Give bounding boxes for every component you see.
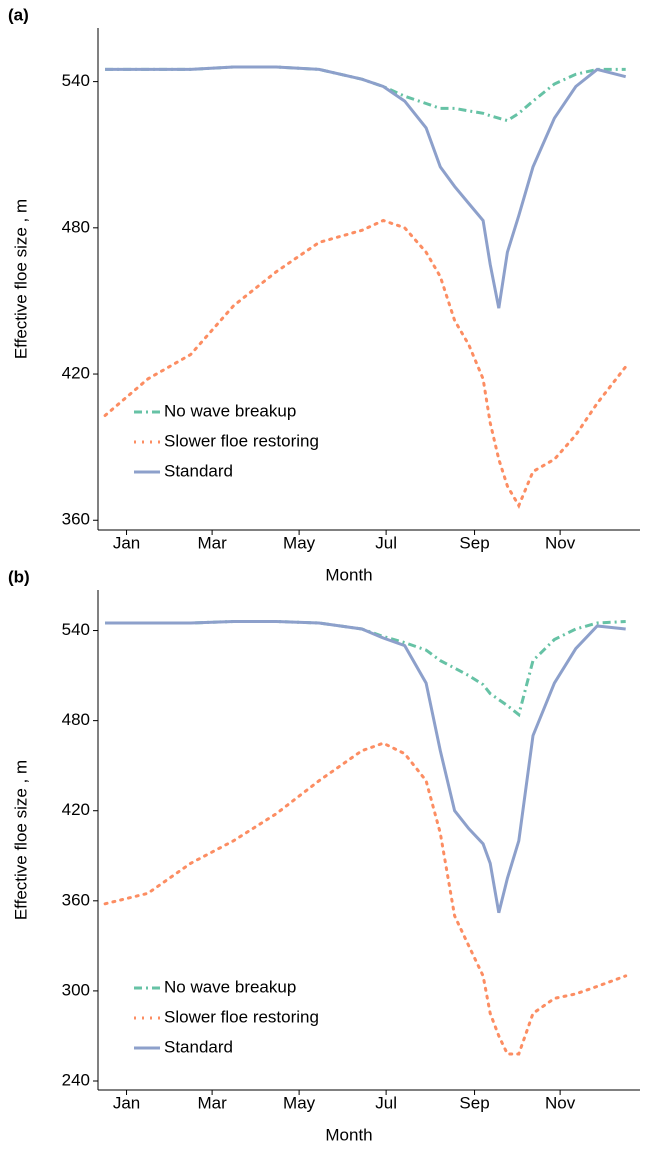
legend-label: Slower floe restoring xyxy=(164,1007,319,1026)
legend-label: Standard xyxy=(164,461,233,480)
x-tick-label: Jan xyxy=(113,1093,140,1112)
series-line xyxy=(103,218,628,509)
panel-label: (b) xyxy=(8,567,30,586)
legend-label: No wave breakup xyxy=(164,401,296,420)
x-tick-label: Mar xyxy=(197,1093,227,1112)
y-tick-label: 360 xyxy=(62,890,90,909)
series-line xyxy=(105,65,626,123)
x-axis-label: Month xyxy=(325,1125,372,1144)
legend-label: Standard xyxy=(164,1037,233,1056)
y-tick-label: 480 xyxy=(62,710,90,729)
panel-label: (a) xyxy=(8,5,29,24)
y-tick-label: 420 xyxy=(62,364,90,383)
legend-label: No wave breakup xyxy=(164,977,296,996)
series-line xyxy=(105,620,626,914)
series-line xyxy=(103,741,628,1056)
y-tick-label: 540 xyxy=(62,71,90,90)
x-tick-label: Nov xyxy=(545,1093,576,1112)
y-tick-label: 240 xyxy=(62,1070,90,1089)
y-tick-label: 480 xyxy=(62,217,90,236)
y-tick-label: 540 xyxy=(62,620,90,639)
y-tick-label: 420 xyxy=(62,800,90,819)
x-tick-label: Jul xyxy=(375,1093,397,1112)
x-tick-label: Sep xyxy=(459,533,489,552)
series-line xyxy=(105,65,627,309)
x-axis-label: Month xyxy=(325,565,372,584)
y-axis-label: Effective floe size , m xyxy=(11,199,30,359)
x-tick-label: May xyxy=(283,533,316,552)
x-tick-label: Jan xyxy=(113,533,140,552)
legend-label: Slower floe restoring xyxy=(164,431,319,450)
x-tick-label: Sep xyxy=(459,1093,489,1112)
x-tick-label: Jul xyxy=(375,533,397,552)
x-tick-label: Nov xyxy=(545,533,576,552)
x-tick-label: Mar xyxy=(197,533,227,552)
y-axis-label: Effective floe size , m xyxy=(11,760,30,920)
x-tick-label: May xyxy=(283,1093,316,1112)
y-tick-label: 360 xyxy=(62,510,90,529)
y-tick-label: 300 xyxy=(62,980,90,999)
